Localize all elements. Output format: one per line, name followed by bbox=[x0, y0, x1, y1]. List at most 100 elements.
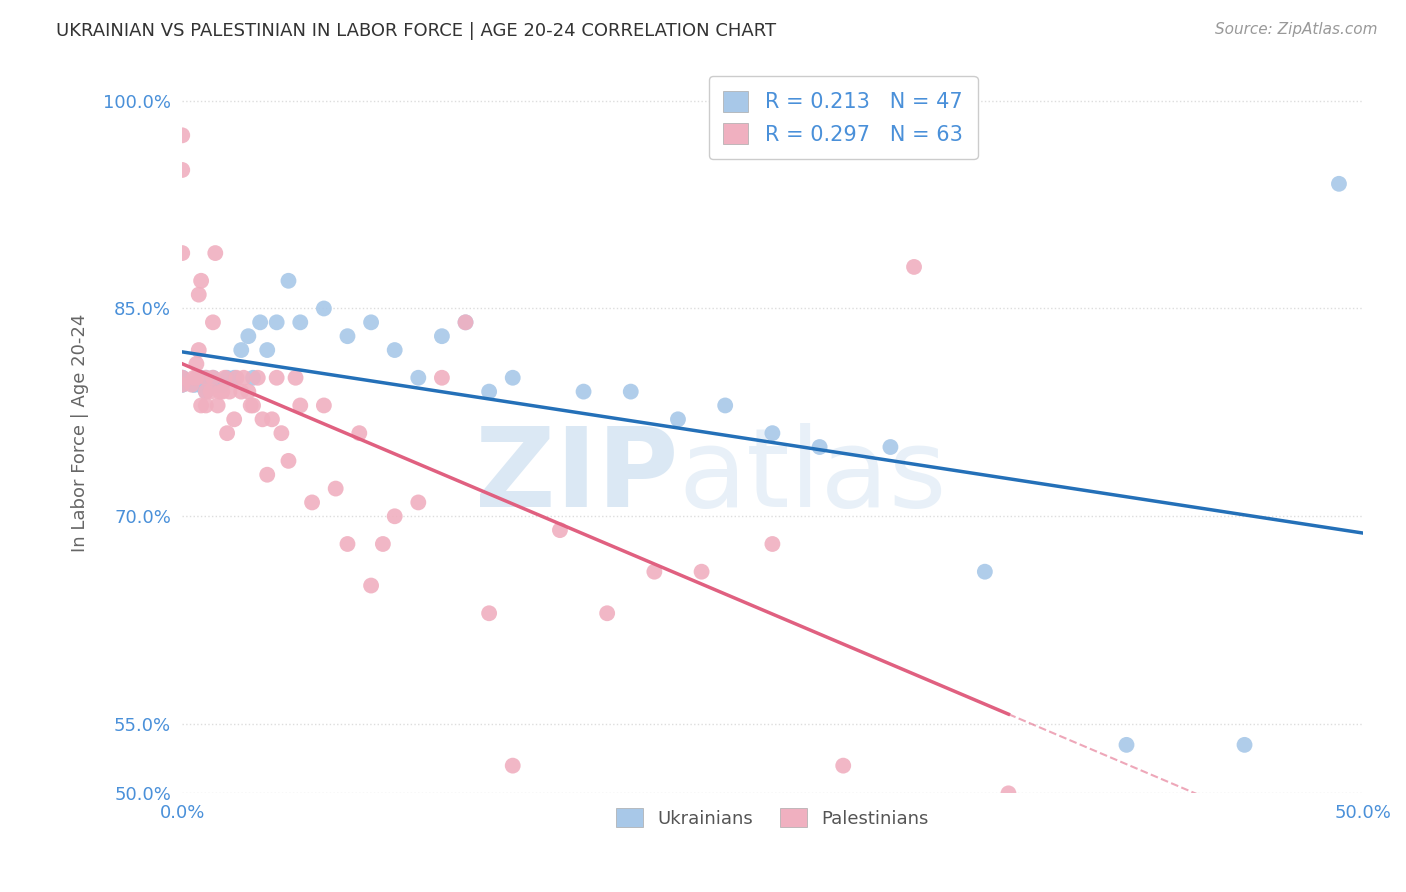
Point bbox=[183, 377, 205, 392]
Point bbox=[620, 384, 643, 399]
Point bbox=[172, 370, 194, 384]
Point bbox=[349, 426, 371, 441]
Point bbox=[312, 301, 335, 316]
Point bbox=[194, 370, 217, 384]
Point bbox=[360, 578, 382, 592]
Point bbox=[761, 537, 783, 551]
Point bbox=[277, 454, 299, 468]
Point bbox=[238, 384, 260, 399]
Point bbox=[301, 495, 323, 509]
Point bbox=[260, 412, 283, 426]
Point bbox=[242, 399, 264, 413]
Point bbox=[246, 370, 269, 384]
Point bbox=[256, 467, 278, 482]
Point bbox=[290, 315, 312, 329]
Point bbox=[714, 399, 737, 413]
Legend: Ukrainians, Palestinians: Ukrainians, Palestinians bbox=[609, 801, 936, 835]
Point bbox=[190, 274, 212, 288]
Text: atlas: atlas bbox=[678, 423, 946, 530]
Point bbox=[371, 537, 394, 551]
Point bbox=[183, 377, 205, 392]
Point bbox=[384, 343, 406, 357]
Point bbox=[997, 786, 1019, 800]
Point bbox=[478, 384, 501, 399]
Point bbox=[572, 384, 595, 399]
Point bbox=[172, 370, 194, 384]
Point bbox=[172, 370, 194, 384]
Point bbox=[180, 377, 202, 392]
Point bbox=[454, 315, 477, 329]
Point bbox=[190, 399, 212, 413]
Point bbox=[172, 128, 194, 143]
Point bbox=[211, 384, 233, 399]
Point bbox=[224, 370, 246, 384]
Point bbox=[232, 370, 254, 384]
Y-axis label: In Labor Force | Age 20-24: In Labor Force | Age 20-24 bbox=[72, 314, 89, 552]
Point bbox=[231, 384, 253, 399]
Point bbox=[172, 377, 194, 392]
Point bbox=[172, 163, 194, 178]
Point bbox=[266, 370, 288, 384]
Point bbox=[187, 343, 209, 357]
Point bbox=[200, 377, 222, 392]
Point bbox=[211, 377, 233, 392]
Point bbox=[194, 384, 217, 399]
Point bbox=[454, 315, 477, 329]
Point bbox=[172, 246, 194, 260]
Point bbox=[384, 509, 406, 524]
Point bbox=[238, 329, 260, 343]
Point bbox=[201, 315, 224, 329]
Point bbox=[172, 377, 194, 392]
Point bbox=[187, 370, 209, 384]
Point bbox=[266, 315, 288, 329]
Point bbox=[239, 399, 262, 413]
Point bbox=[252, 412, 274, 426]
Point bbox=[408, 370, 430, 384]
Point bbox=[336, 329, 359, 343]
Point bbox=[204, 246, 226, 260]
Point bbox=[207, 399, 229, 413]
Point bbox=[1233, 738, 1256, 752]
Point bbox=[502, 370, 524, 384]
Point bbox=[218, 384, 240, 399]
Point bbox=[1327, 177, 1350, 191]
Point bbox=[183, 370, 205, 384]
Point bbox=[336, 537, 359, 551]
Point bbox=[231, 343, 253, 357]
Point bbox=[548, 523, 571, 537]
Point bbox=[201, 370, 224, 384]
Point bbox=[186, 370, 208, 384]
Point bbox=[256, 343, 278, 357]
Point bbox=[832, 758, 855, 772]
Point bbox=[690, 565, 713, 579]
Point bbox=[596, 607, 619, 621]
Point bbox=[761, 426, 783, 441]
Point bbox=[225, 370, 247, 384]
Point bbox=[666, 412, 689, 426]
Point bbox=[502, 758, 524, 772]
Point bbox=[249, 315, 271, 329]
Point bbox=[190, 377, 212, 392]
Point bbox=[973, 565, 995, 579]
Point bbox=[200, 384, 222, 399]
Point bbox=[194, 377, 217, 392]
Point bbox=[325, 482, 347, 496]
Point bbox=[242, 370, 264, 384]
Point bbox=[277, 274, 299, 288]
Point bbox=[194, 384, 217, 399]
Point bbox=[270, 426, 292, 441]
Point bbox=[224, 412, 246, 426]
Point bbox=[643, 565, 665, 579]
Point bbox=[187, 287, 209, 301]
Point bbox=[903, 260, 925, 274]
Point bbox=[408, 495, 430, 509]
Point bbox=[284, 370, 307, 384]
Point bbox=[430, 370, 453, 384]
Point bbox=[312, 399, 335, 413]
Point bbox=[808, 440, 831, 454]
Point bbox=[217, 426, 239, 441]
Text: UKRAINIAN VS PALESTINIAN IN LABOR FORCE | AGE 20-24 CORRELATION CHART: UKRAINIAN VS PALESTINIAN IN LABOR FORCE … bbox=[56, 22, 776, 40]
Point bbox=[194, 399, 217, 413]
Text: Source: ZipAtlas.com: Source: ZipAtlas.com bbox=[1215, 22, 1378, 37]
Point bbox=[290, 399, 312, 413]
